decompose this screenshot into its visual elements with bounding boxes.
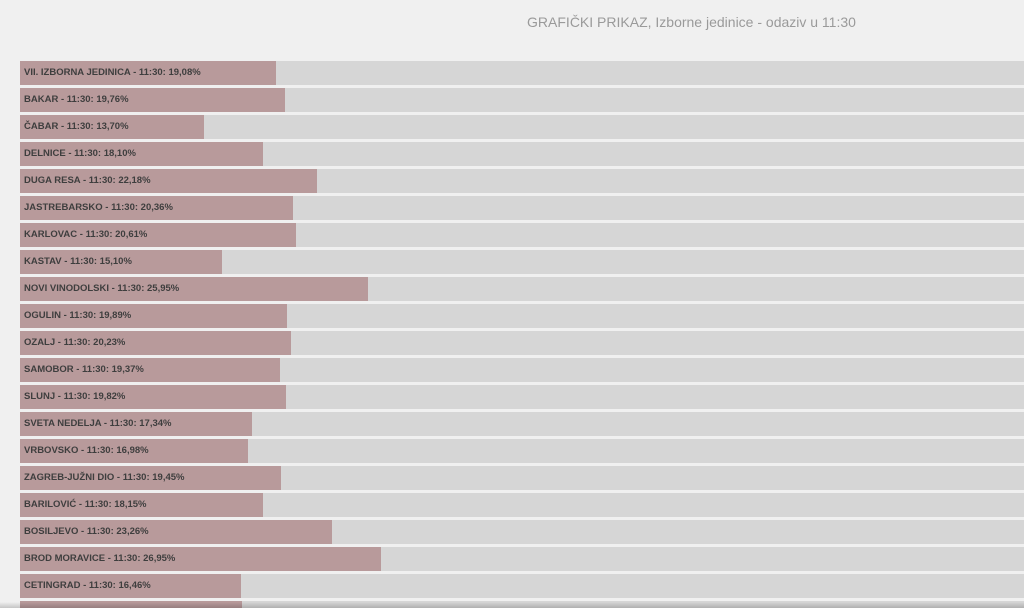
bar-row: BARILOVIĆ - 11:30: 18,15% [20,493,1024,517]
bar-row: BROD MORAVICE - 11:30: 26,95% [20,547,1024,571]
bar: CETINGRAD - 11:30: 16,46% [20,574,241,598]
bar-label: BAKAR - 11:30: 19,76% [24,94,129,105]
bar: KASTAV - 11:30: 15,10% [20,250,222,274]
bar: OGULIN - 11:30: 19,89% [20,304,287,328]
bar: BOSILJEVO - 11:30: 23,26% [20,520,332,544]
bar-row: DELNICE - 11:30: 18,10% [20,142,1024,166]
bar-label: OGULIN - 11:30: 19,89% [24,310,132,321]
bar-row: KARLOVAC - 11:30: 20,61% [20,223,1024,247]
bar-label: NOVI VINODOLSKI - 11:30: 25,95% [24,283,180,294]
bar: BROD MORAVICE - 11:30: 26,95% [20,547,381,571]
bar-row: BOSILJEVO - 11:30: 23,26% [20,520,1024,544]
bar-row: DUGA RESA - 11:30: 22,18% [20,169,1024,193]
bar-label: OZALJ - 11:30: 20,23% [24,337,126,348]
bar-row: NOVI VINODOLSKI - 11:30: 25,95% [20,277,1024,301]
bar-label: SLUNJ - 11:30: 19,82% [24,391,126,402]
bar-label: SAMOBOR - 11:30: 19,37% [24,364,144,375]
bar-row: SAMOBOR - 11:30: 19,37% [20,358,1024,382]
bar-label: ČABAR - 11:30: 13,70% [24,121,129,132]
bar: NOVI VINODOLSKI - 11:30: 25,95% [20,277,368,301]
bar-label: CETINGRAD - 11:30: 16,46% [24,580,151,591]
bar-row: VRBOVSKO - 11:30: 16,98% [20,439,1024,463]
bar-row: OZALJ - 11:30: 20,23% [20,331,1024,355]
bar: ZAGREB-JUŽNI DIO - 11:30: 19,45% [20,466,281,490]
bar: DELNICE - 11:30: 18,10% [20,142,263,166]
bar-row: BAKAR - 11:30: 19,76% [20,88,1024,112]
bar-row: OGULIN - 11:30: 19,89% [20,304,1024,328]
bar: SLUNJ - 11:30: 19,82% [20,385,286,409]
bar: BARILOVIĆ - 11:30: 18,15% [20,493,263,517]
bar-label: VRBOVSKO - 11:30: 16,98% [24,445,149,456]
bar-label: BROD MORAVICE - 11:30: 26,95% [24,553,176,564]
bar-row: KASTAV - 11:30: 15,10% [20,250,1024,274]
bar-row: ZAGREB-JUŽNI DIO - 11:30: 19,45% [20,466,1024,490]
bar-label: BARILOVIĆ - 11:30: 18,15% [24,499,147,510]
bar-label: ZAGREB-JUŽNI DIO - 11:30: 19,45% [24,472,185,483]
bar [20,601,242,608]
bar: OZALJ - 11:30: 20,23% [20,331,291,355]
bar-label: KASTAV - 11:30: 15,10% [24,256,132,267]
bar: VII. IZBORNA JEDINICA - 11:30: 19,08% [20,61,276,85]
bar-row: JASTREBARSKO - 11:30: 20,36% [20,196,1024,220]
bar-row: SLUNJ - 11:30: 19,82% [20,385,1024,409]
bar-chart: VII. IZBORNA JEDINICA - 11:30: 19,08% BAK… [20,61,1024,608]
bar-label: DELNICE - 11:30: 18,10% [24,148,136,159]
bar: ČABAR - 11:30: 13,70% [20,115,204,139]
bar-row: CETINGRAD - 11:30: 16,46% [20,574,1024,598]
bar-label: DUGA RESA - 11:30: 22,18% [24,175,151,186]
bar: VRBOVSKO - 11:30: 16,98% [20,439,248,463]
bar: DUGA RESA - 11:30: 22,18% [20,169,317,193]
bar-label: KARLOVAC - 11:30: 20,61% [24,229,148,240]
bar-row: SVETA NEDELJA - 11:30: 17,34% [20,412,1024,436]
bar: SAMOBOR - 11:30: 19,37% [20,358,280,382]
bar: KARLOVAC - 11:30: 20,61% [20,223,296,247]
bar-label: JASTREBARSKO - 11:30: 20,36% [24,202,173,213]
chart-title: GRAFIČKI PRIKAZ, Izborne jedinice - odaz… [527,14,856,30]
bar: JASTREBARSKO - 11:30: 20,36% [20,196,293,220]
bar-row [20,601,1024,608]
bar-label: BOSILJEVO - 11:30: 23,26% [24,526,149,537]
bar-label: SVETA NEDELJA - 11:30: 17,34% [24,418,172,429]
bar-row: VII. IZBORNA JEDINICA - 11:30: 19,08% [20,61,1024,85]
bar-row: ČABAR - 11:30: 13,70% [20,115,1024,139]
bar-label: VII. IZBORNA JEDINICA - 11:30: 19,08% [24,67,201,78]
bar: SVETA NEDELJA - 11:30: 17,34% [20,412,252,436]
bar: BAKAR - 11:30: 19,76% [20,88,285,112]
bottom-shade [0,602,1024,608]
